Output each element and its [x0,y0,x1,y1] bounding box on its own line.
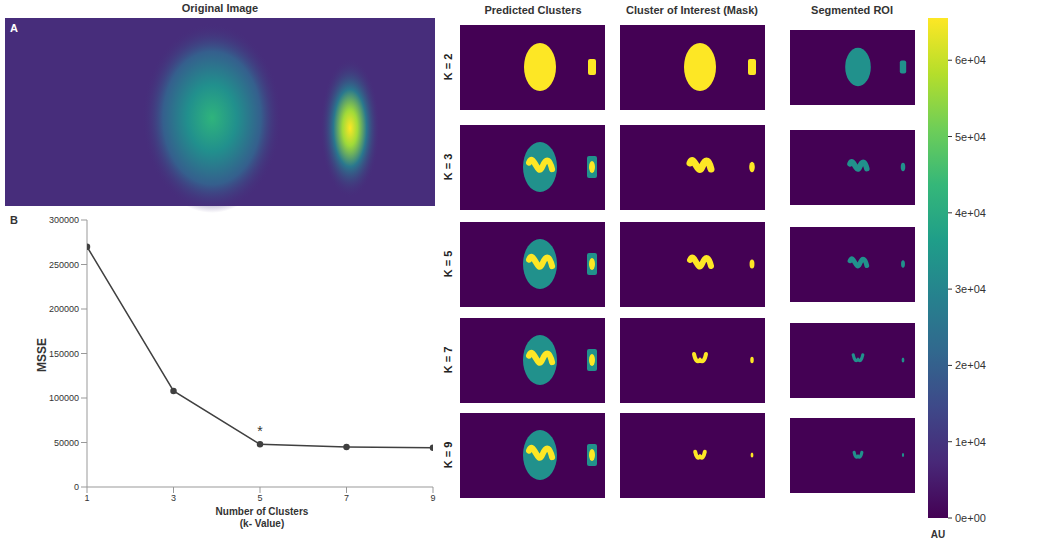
svg-text:200000: 200000 [49,304,79,314]
svg-text:5e+04: 5e+04 [955,131,986,143]
svg-text:300000: 300000 [49,215,79,225]
svg-text:K = 9: K = 9 [442,442,454,469]
svg-text:2e+04: 2e+04 [955,359,986,371]
svg-text:0: 0 [74,482,79,492]
svg-text:Segmented ROI: Segmented ROI [811,4,893,16]
svg-text:B: B [10,214,18,226]
svg-text:7: 7 [344,493,349,503]
svg-text:AU: AU [931,529,945,540]
html-text:MSSE: MSSE [35,338,49,372]
html-text:Number of Clusters: Number of Clusters [215,506,309,517]
svg-text:Cluster of Interest (Mask): Cluster of Interest (Mask) [626,4,758,16]
svg-text:K = 2: K = 2 [442,54,454,81]
svg-text:250000: 250000 [49,260,79,270]
svg-text:Predicted Clusters: Predicted Clusters [484,4,581,16]
svg-text:6e+04: 6e+04 [955,54,986,66]
svg-text:100000: 100000 [49,393,79,403]
svg-text:4e+04: 4e+04 [955,207,986,219]
html-text:(k- Value): (k- Value) [239,518,285,529]
svg-text:K = 3: K = 3 [442,154,454,181]
svg-text:50000: 50000 [54,438,79,448]
svg-text:*: * [257,423,263,439]
svg-text:0e+00: 0e+00 [955,512,986,524]
svg-text:A: A [10,22,18,34]
svg-text:K = 7: K = 7 [442,347,454,374]
svg-text:1e+04: 1e+04 [955,436,986,448]
svg-text:K = 5: K = 5 [442,251,454,278]
svg-text:1: 1 [84,493,89,503]
svg-text:150000: 150000 [49,349,79,359]
svg-text:Original Image: Original Image [182,2,258,14]
svg-text:5: 5 [257,493,262,503]
svg-text:3e+04: 3e+04 [955,283,986,295]
svg-text:9: 9 [430,493,435,503]
svg-text:3: 3 [171,493,176,503]
